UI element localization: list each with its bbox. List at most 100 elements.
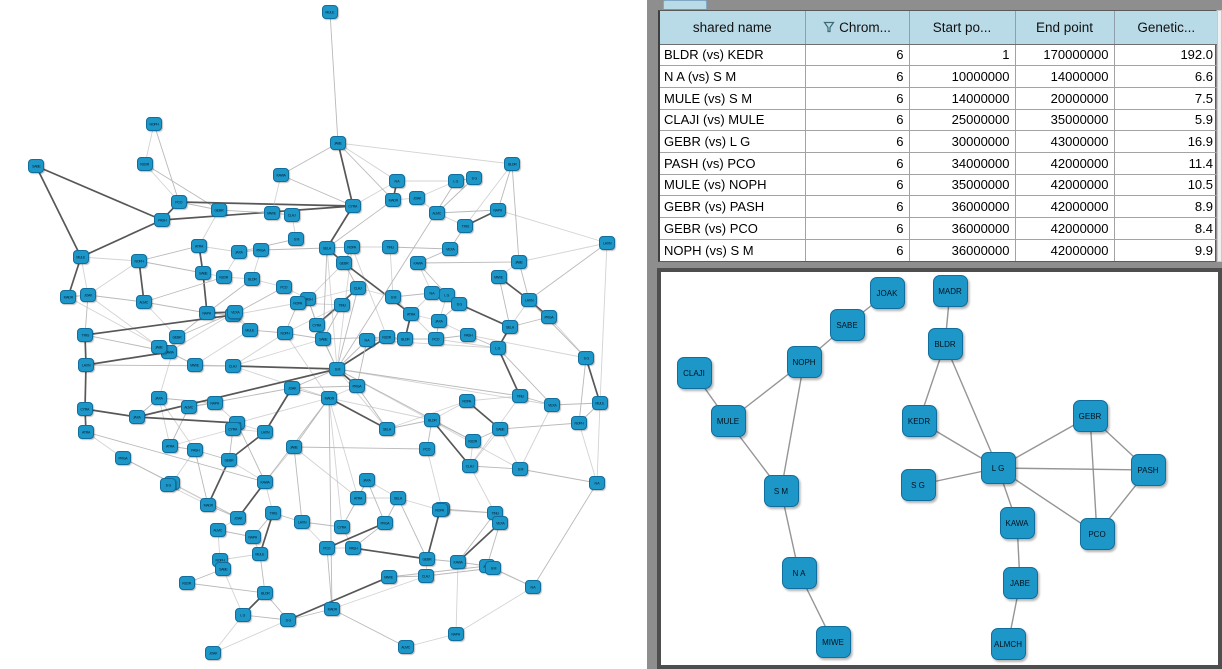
cell-value[interactable]: 8.9: [1114, 195, 1218, 218]
graph-node[interactable]: TINU: [512, 389, 528, 403]
graph-node[interactable]: PCO: [1079, 518, 1115, 550]
graph-node[interactable]: S M: [512, 462, 528, 476]
graph-node[interactable]: KEDR: [901, 405, 937, 437]
graph-edge[interactable]: [389, 246, 394, 298]
graph-edge[interactable]: [435, 338, 499, 349]
graph-node[interactable]: VEXA: [442, 242, 458, 256]
graph-edge[interactable]: [207, 459, 230, 506]
graph-edge[interactable]: [85, 431, 266, 483]
graph-node[interactable]: N A: [589, 476, 605, 490]
graph-node[interactable]: L G: [980, 452, 1016, 484]
graph-edge[interactable]: [469, 465, 496, 514]
graph-node[interactable]: GEBR: [211, 203, 227, 217]
cell-shared-name[interactable]: NOPH (vs) S M: [660, 239, 806, 261]
graph-node[interactable]: TRIG: [265, 506, 281, 520]
cell-value[interactable]: 9.9: [1194, 242, 1213, 258]
graph-node[interactable]: CLAJ: [284, 208, 300, 222]
graph-edge[interactable]: [85, 351, 170, 366]
graph-edge[interactable]: [336, 368, 521, 397]
graph-node[interactable]: ATRA: [403, 307, 419, 321]
graph-node[interactable]: KEDR: [137, 157, 153, 171]
graph-edge[interactable]: [158, 397, 196, 451]
graph-node[interactable]: MADR: [200, 498, 216, 512]
graph-node[interactable]: MIWE: [381, 570, 397, 584]
graph-edge[interactable]: [497, 209, 608, 244]
cell-value[interactable]: 36000000: [909, 217, 1016, 240]
graph-node[interactable]: VEXA: [544, 398, 560, 412]
table-tab-stub[interactable]: [663, 0, 707, 9]
cell-value[interactable]: 7.5: [1114, 87, 1218, 110]
graph-edge[interactable]: [336, 336, 388, 370]
cell-value[interactable]: 14000000: [1015, 65, 1115, 88]
graph-node[interactable]: MULE: [73, 250, 89, 264]
graph-edge[interactable]: [212, 619, 289, 654]
graph-node[interactable]: ALMC: [136, 295, 152, 309]
graph-edge[interactable]: [232, 365, 338, 370]
graph-edge[interactable]: [138, 260, 204, 274]
graph-node[interactable]: PRGA: [377, 516, 393, 530]
graph-edge[interactable]: [35, 165, 82, 258]
graph-node[interactable]: MULE: [242, 323, 258, 337]
graph-edge[interactable]: [232, 302, 299, 316]
graph-edge[interactable]: [194, 449, 209, 506]
graph-edge[interactable]: [232, 338, 324, 367]
cell-value[interactable]: 16.9: [1114, 130, 1218, 153]
cell-shared-name[interactable]: GEBR (vs) PCO: [660, 217, 806, 240]
graph-node[interactable]: S M: [385, 290, 401, 304]
graph-node[interactable]: GEBR: [1072, 400, 1108, 432]
graph-node[interactable]: JAXA: [129, 410, 145, 424]
graph-node[interactable]: TRIG: [77, 328, 93, 342]
graph-edge[interactable]: [287, 576, 390, 621]
graph-edge[interactable]: [405, 633, 457, 648]
graph-edge[interactable]: [328, 397, 388, 430]
graph-edge[interactable]: [326, 247, 338, 370]
graph-node[interactable]: S G: [900, 469, 936, 501]
graph-edge[interactable]: [326, 199, 394, 249]
graph-edge[interactable]: [352, 547, 428, 560]
table-scrollbar-track[interactable]: [1217, 10, 1222, 262]
graph-edge[interactable]: [596, 402, 601, 484]
graph-node[interactable]: KAWA: [257, 475, 273, 489]
graph-edge[interactable]: [331, 608, 407, 648]
graph-node[interactable]: NAPH: [490, 203, 506, 217]
graph-edge[interactable]: [336, 368, 388, 430]
graph-node[interactable]: BLDR: [424, 413, 440, 427]
graph-edge[interactable]: [431, 419, 471, 467]
cell-value[interactable]: 35000000: [1015, 109, 1115, 132]
column-header-shared-name[interactable]: shared name: [660, 11, 806, 45]
graph-node[interactable]: TRIG: [457, 219, 473, 233]
graph-node[interactable]: SELA: [390, 491, 406, 505]
column-header-chrom---[interactable]: Chrom...: [805, 11, 910, 45]
graph-edge[interactable]: [511, 163, 520, 263]
graph-node[interactable]: ALMCH: [990, 628, 1026, 660]
graph-node[interactable]: CLAJ: [225, 359, 241, 373]
graph-node[interactable]: JABE: [511, 255, 527, 269]
graph-edge[interactable]: [497, 347, 553, 406]
graph-node[interactable]: JAXA: [359, 473, 375, 487]
graph-node[interactable]: JABE: [151, 340, 167, 354]
graph-edge[interactable]: [351, 246, 388, 338]
graph-edge[interactable]: [161, 205, 354, 221]
graph-node[interactable]: PRGA: [541, 310, 557, 324]
graph-node[interactable]: MADR: [60, 290, 76, 304]
graph-edge[interactable]: [337, 142, 513, 165]
graph-edge[interactable]: [397, 497, 428, 560]
graph-node[interactable]: S M: [763, 475, 799, 507]
graph-node[interactable]: S M: [288, 232, 304, 246]
graph-edge[interactable]: [466, 395, 521, 402]
graph-node[interactable]: CYRA: [225, 422, 241, 436]
graph-edge[interactable]: [194, 329, 251, 366]
graph-edge[interactable]: [232, 332, 286, 367]
graph-node[interactable]: S G: [160, 478, 176, 492]
graph-node[interactable]: CLAJ: [462, 459, 478, 473]
graph-node[interactable]: NOPH: [277, 326, 293, 340]
graph-node[interactable]: PASH: [187, 443, 203, 457]
graph-node[interactable]: SELA: [502, 320, 518, 334]
cell-shared-name[interactable]: MULE (vs) S M: [660, 87, 806, 110]
graph-edge[interactable]: [168, 311, 236, 353]
graph-node[interactable]: TINU: [382, 240, 398, 254]
graph-edge[interactable]: [944, 343, 999, 469]
graph-node[interactable]: N A: [359, 333, 375, 347]
graph-edge[interactable]: [329, 11, 339, 144]
graph-node[interactable]: NOPH: [146, 117, 162, 131]
